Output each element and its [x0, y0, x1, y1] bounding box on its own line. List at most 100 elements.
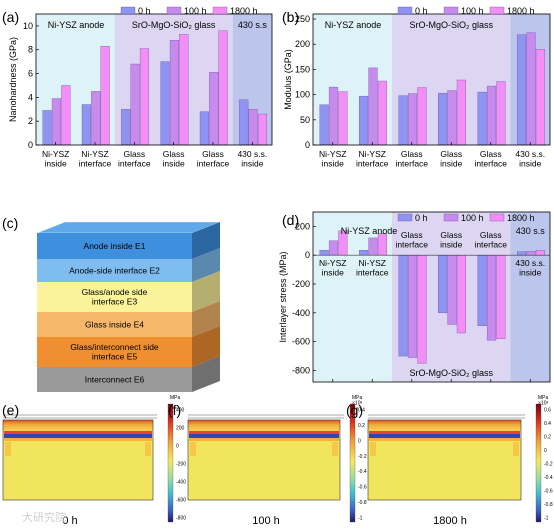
map-frame	[2, 419, 154, 501]
legend-label: 100 h	[184, 6, 207, 16]
x-tick-label: Glass interface	[197, 149, 230, 168]
bar	[496, 255, 506, 339]
x-tick-label: Glass inside	[163, 149, 185, 168]
bar	[218, 30, 228, 146]
panel-label: (e)	[2, 402, 19, 418]
bar	[407, 93, 418, 146]
map-frame	[187, 419, 341, 501]
bar	[199, 111, 209, 146]
legend-label: 1800 h	[507, 6, 535, 16]
bar	[496, 81, 506, 146]
colorbar	[535, 403, 542, 523]
block-layer-label: Anode-side interface E2	[69, 266, 160, 276]
x-tick-label: Glass inside	[440, 230, 462, 249]
bar	[359, 95, 369, 146]
x-tick-label: Ni-YSZ inside	[42, 149, 69, 168]
bar	[477, 91, 487, 146]
panel-label: (g)	[346, 402, 363, 418]
bar	[160, 61, 170, 146]
edge-zone	[513, 442, 519, 456]
region-label-steel: 430 s.s	[238, 20, 268, 30]
bar	[319, 250, 329, 256]
chart-b: 0 50 100 150 200 250 Modulus (GPa) (b) 0 h 100 h 1…	[282, 6, 551, 168]
legend-label: 0 h	[415, 213, 428, 223]
colorbar-unit: MPa	[170, 395, 181, 401]
legend: 0 h 100 h 1800 h	[397, 213, 535, 223]
bar	[447, 255, 457, 325]
colorbar-tick: -800	[176, 516, 186, 522]
y-tick-label: 2	[28, 116, 33, 126]
panel-label: (f)	[168, 402, 181, 418]
edge-zone	[332, 442, 338, 456]
time-label: 100 h	[252, 515, 280, 527]
x-tick-label: Glass interface	[474, 149, 507, 168]
x-tick-label: Ni-YSZ interface	[79, 149, 112, 168]
band-transition	[369, 438, 520, 441]
legend-swatch	[397, 213, 413, 222]
legend-label: 1800 h	[507, 213, 535, 223]
bar	[368, 237, 378, 256]
field-top	[3, 420, 153, 433]
bar	[42, 110, 52, 146]
block-layer-side	[192, 356, 220, 392]
bar	[535, 250, 546, 256]
block-layer-shade	[192, 222, 220, 259]
bar	[179, 34, 189, 146]
colorbar-tick: -1	[544, 516, 549, 522]
map-frame	[367, 419, 522, 501]
band-transition	[189, 438, 339, 441]
band-compressive	[4, 434, 152, 438]
edge-zone	[370, 442, 376, 456]
band-tensile	[369, 431, 520, 434]
y-tick-label: 8	[28, 45, 33, 55]
block-layer-front	[37, 259, 192, 282]
field-top	[368, 420, 521, 433]
panel-label: (d)	[282, 212, 299, 228]
legend-label: 0 h	[138, 6, 151, 16]
bar	[486, 85, 497, 146]
bar	[359, 250, 369, 256]
y-tick-label: 250	[295, 14, 310, 24]
colorbar-unit: MPa ×10³	[352, 395, 363, 407]
bar	[319, 104, 329, 146]
x-tick-label: Ni-YSZ interface	[356, 149, 389, 168]
edge-zone	[5, 442, 11, 456]
colorbar-tick: 0.6	[544, 408, 551, 414]
y-tick-label: 4	[28, 92, 33, 102]
region-label-steel: 430 s.s	[516, 226, 546, 236]
colorbar-tick: 0.2	[358, 423, 365, 429]
colorbar	[349, 403, 356, 523]
block-layer-shade	[192, 248, 220, 282]
y-tick-label: -800	[292, 365, 310, 375]
colorbar-tick: 0.2	[544, 435, 551, 441]
legend-swatch	[120, 6, 136, 15]
time-label: 1800 h	[433, 515, 467, 527]
block-layer-shade	[192, 356, 220, 392]
bar	[61, 85, 71, 146]
time-label: 0 h	[62, 515, 77, 527]
legend: 0 h 100 h 1800 h	[120, 6, 258, 16]
legend-swatch	[443, 6, 459, 15]
colorbar-tick: -0.6	[358, 485, 367, 491]
legend-label: 100 h	[461, 6, 484, 16]
bar	[377, 233, 388, 256]
block-layer-front	[37, 282, 192, 312]
region-label-glass: SrO-MgO-SiO₂ glass	[409, 368, 493, 378]
panel-label: (c)	[2, 215, 18, 231]
block-layer-side	[192, 301, 220, 337]
block-layer-label: Glass/interconnect side interface E5	[70, 342, 159, 361]
block-layer-shade	[192, 271, 220, 312]
block-layer-front	[37, 367, 192, 392]
bar	[398, 255, 408, 357]
bar	[526, 32, 536, 146]
colorbar	[167, 403, 174, 523]
legend-swatch	[443, 213, 459, 222]
region-label-anode: Ni-YSZ anode	[325, 20, 382, 30]
bar	[209, 72, 219, 146]
block-layer-label: Interconnect E6	[85, 375, 145, 385]
plot-frame	[312, 211, 551, 383]
panel-label: (a)	[2, 9, 19, 25]
watermark: 大研究院	[22, 510, 66, 524]
